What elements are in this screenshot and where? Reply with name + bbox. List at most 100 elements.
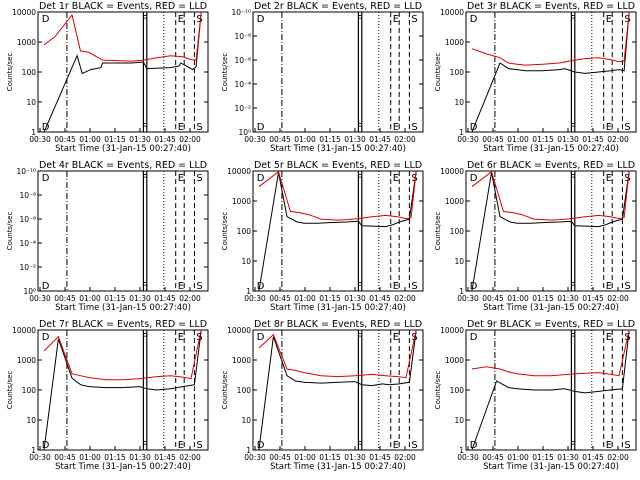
p3-xlabel: Start Time (31-Jan-15 00:27:40) (483, 144, 619, 154)
p4-xtick-label: 00:45 (54, 294, 76, 303)
p2-frame (252, 11, 424, 133)
p3-series-red (471, 11, 630, 66)
p4-marker-bottom: D (42, 281, 50, 292)
p2-xtick-label: 01:45 (369, 135, 391, 144)
p4-ytick-label: 10⁻² (19, 263, 36, 272)
p4-marker-top: E (178, 173, 184, 184)
p3-xtick-label: 01:30 (557, 135, 579, 144)
p3-xtick-label: 01:45 (582, 135, 604, 144)
p8-xtick-label: 00:30 (244, 453, 266, 462)
p4-ytick-label: 10⁰ (23, 287, 36, 296)
p2-ytick-label: 10⁻⁸ (234, 32, 251, 41)
p7-marker-top: D (42, 332, 50, 343)
p7-ytick-label: 10 (26, 416, 36, 425)
p7-xtick-label: 01:00 (79, 453, 101, 462)
p4-ytick-label: 10⁻⁴ (19, 239, 36, 248)
p5-marker-bottom: F (357, 281, 363, 292)
p1-ytick-label: 10 (26, 98, 36, 107)
p5-xlabel: Start Time (31-Jan-15 00:27:40) (270, 303, 406, 313)
p8-series-black (258, 329, 417, 451)
p9-marker-bottom: E (606, 440, 612, 451)
p2-xtick-label: 02:00 (394, 135, 416, 144)
p4-title: Det 4r BLACK = Events, RED = LLD (39, 160, 207, 171)
p8-marker-bottom: F (357, 440, 363, 451)
p1-xtick-label: 00:30 (29, 135, 51, 144)
p8-ytick-label: 100 (237, 386, 252, 395)
p5-series-black (258, 170, 417, 292)
p9-ylabel: Counts/sec (434, 371, 442, 410)
p8-marker-bottom: D (257, 440, 265, 451)
p9-marker-bottom: S (624, 440, 630, 451)
p1-xtick-label: 02:00 (179, 135, 201, 144)
p6-ytick-label: 10000 (440, 167, 464, 176)
p9-xtick-label: 01:30 (557, 453, 579, 462)
p6-marker-bottom: E (606, 281, 612, 292)
p8-ylabel: Counts/sec (221, 371, 229, 410)
p1-marker-bottom: E (178, 122, 184, 133)
p4-marker-bottom: S (196, 281, 202, 292)
p4-ytick-label: 10⁻⁶ (19, 215, 36, 224)
p3-marker-top: F (570, 14, 576, 25)
p6-xtick-label: 01:45 (582, 294, 604, 303)
p5-marker-top: S (411, 173, 417, 184)
p8-marker-top: F (357, 332, 363, 343)
p8-marker-top: D (257, 332, 265, 343)
p2-marker-bottom: S (411, 122, 417, 133)
p3-marker-top: S (624, 14, 630, 25)
p1-ytick-label: 10000 (12, 8, 36, 17)
p8-xtick-label: 01:00 (294, 453, 316, 462)
p7-marker-bottom: E (178, 440, 184, 451)
p7-ytick-label: 1000 (17, 356, 36, 365)
p7-ytick-label: 10000 (12, 326, 36, 335)
p7-ytick-label: 100 (22, 386, 37, 395)
p7-xtick-label: 01:45 (154, 453, 176, 462)
p6-marker-top: E (606, 173, 612, 184)
p6-ylabel: Counts/sec (434, 212, 442, 251)
p3-xtick-label: 00:45 (482, 135, 504, 144)
p9-marker-top: D (470, 332, 478, 343)
p1-frame (37, 11, 209, 133)
p4-marker-top: F (142, 173, 148, 184)
p1-marker-bottom: S (196, 122, 202, 133)
p1-marker-top: F (142, 14, 148, 25)
p1-ytick-label: 1 (31, 128, 36, 137)
p5-xtick-label: 01:00 (294, 294, 316, 303)
p6-ytick-label: 1000 (445, 197, 464, 206)
p1-series-red (43, 11, 202, 62)
p9-xlabel: Start Time (31-Jan-15 00:27:40) (483, 462, 619, 472)
p6-marker-bottom: S (624, 281, 630, 292)
p6-ytick-label: 100 (450, 227, 465, 236)
p3-ylabel: Counts/sec (434, 53, 442, 92)
p2-xlabel: Start Time (31-Jan-15 00:27:40) (270, 144, 406, 154)
p1-ytick-label: 100 (22, 68, 37, 77)
p4-xtick-label: 02:00 (179, 294, 201, 303)
p5-marker-top: D (257, 173, 265, 184)
p4-ytick-label: 10⁻⁸ (19, 191, 36, 200)
p8-series-red (258, 329, 417, 379)
p3-marker-bottom: F (570, 122, 576, 133)
p3-title: Det 3r BLACK = Events, RED = LLD (467, 1, 635, 12)
p9-xtick-label: 00:45 (482, 453, 504, 462)
p2-ytick-label: 10⁻⁴ (234, 80, 251, 89)
p9-marker-bottom: F (570, 440, 576, 451)
p1-xtick-label: 01:15 (104, 135, 126, 144)
p2-xtick-label: 01:00 (294, 135, 316, 144)
p1-xlabel: Start Time (31-Jan-15 00:27:40) (55, 144, 191, 154)
p3-xtick-label: 02:00 (607, 135, 629, 144)
p4-xlabel: Start Time (31-Jan-15 00:27:40) (55, 303, 191, 313)
p5-xtick-label: 01:45 (369, 294, 391, 303)
p5-marker-bottom: E (393, 281, 399, 292)
p4-xtick-label: 01:15 (104, 294, 126, 303)
p6-xtick-label: 01:00 (507, 294, 529, 303)
p6-marker-top: S (624, 173, 630, 184)
p5-xtick-label: 00:30 (244, 294, 266, 303)
p3-series-black (471, 11, 630, 133)
p8-xlabel: Start Time (31-Jan-15 00:27:40) (270, 462, 406, 472)
p5-series-red (258, 170, 417, 221)
p7-series-black (43, 329, 202, 451)
p8-ytick-label: 1000 (232, 356, 251, 365)
p3-ytick-label: 1000 (445, 38, 464, 47)
p7-xtick-label: 01:15 (104, 453, 126, 462)
p4-xtick-label: 01:00 (79, 294, 101, 303)
p7-marker-bottom: D (42, 440, 50, 451)
